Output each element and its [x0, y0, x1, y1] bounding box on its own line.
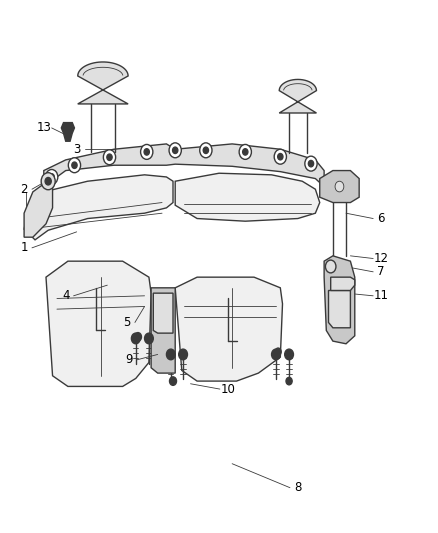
Text: 13: 13	[36, 122, 51, 134]
Circle shape	[179, 349, 187, 360]
Circle shape	[335, 181, 344, 192]
Text: 8: 8	[294, 481, 301, 494]
Circle shape	[49, 174, 54, 180]
Polygon shape	[324, 256, 355, 344]
Circle shape	[243, 149, 248, 155]
Text: 7: 7	[377, 265, 385, 278]
Circle shape	[173, 147, 178, 154]
Text: 4: 4	[62, 289, 70, 302]
Circle shape	[274, 149, 286, 164]
Circle shape	[134, 333, 141, 341]
Text: 2: 2	[20, 183, 28, 196]
Circle shape	[46, 169, 58, 184]
Polygon shape	[153, 293, 173, 333]
Polygon shape	[328, 290, 350, 328]
Circle shape	[200, 143, 212, 158]
Text: 11: 11	[374, 289, 389, 302]
Text: 3: 3	[73, 143, 80, 156]
Polygon shape	[320, 171, 359, 203]
Circle shape	[325, 260, 336, 273]
Circle shape	[239, 144, 251, 159]
Circle shape	[305, 156, 317, 171]
Text: 10: 10	[220, 383, 235, 395]
Text: 9: 9	[125, 353, 133, 366]
Circle shape	[145, 333, 153, 344]
Circle shape	[131, 333, 140, 344]
Circle shape	[170, 377, 177, 385]
Circle shape	[203, 147, 208, 154]
Text: 5: 5	[124, 316, 131, 329]
Polygon shape	[46, 261, 151, 386]
Circle shape	[308, 160, 314, 167]
Text: 12: 12	[374, 252, 389, 265]
Polygon shape	[61, 123, 74, 141]
Circle shape	[278, 154, 283, 160]
Circle shape	[285, 349, 293, 360]
Circle shape	[107, 154, 112, 160]
Polygon shape	[331, 277, 355, 290]
Polygon shape	[175, 277, 283, 381]
Circle shape	[286, 377, 292, 385]
Text: 6: 6	[377, 212, 385, 225]
Circle shape	[144, 149, 149, 155]
Circle shape	[68, 158, 81, 173]
Circle shape	[72, 162, 77, 168]
Polygon shape	[78, 62, 128, 104]
Circle shape	[275, 348, 281, 356]
Circle shape	[169, 143, 181, 158]
Polygon shape	[175, 173, 320, 221]
Polygon shape	[24, 184, 53, 237]
Polygon shape	[151, 288, 175, 373]
Circle shape	[41, 173, 55, 190]
Polygon shape	[24, 175, 173, 240]
Circle shape	[103, 150, 116, 165]
Circle shape	[272, 349, 280, 360]
Circle shape	[141, 144, 153, 159]
Polygon shape	[44, 144, 324, 187]
Polygon shape	[279, 79, 316, 113]
Text: 1: 1	[20, 241, 28, 254]
Circle shape	[45, 177, 51, 185]
Circle shape	[166, 349, 175, 360]
